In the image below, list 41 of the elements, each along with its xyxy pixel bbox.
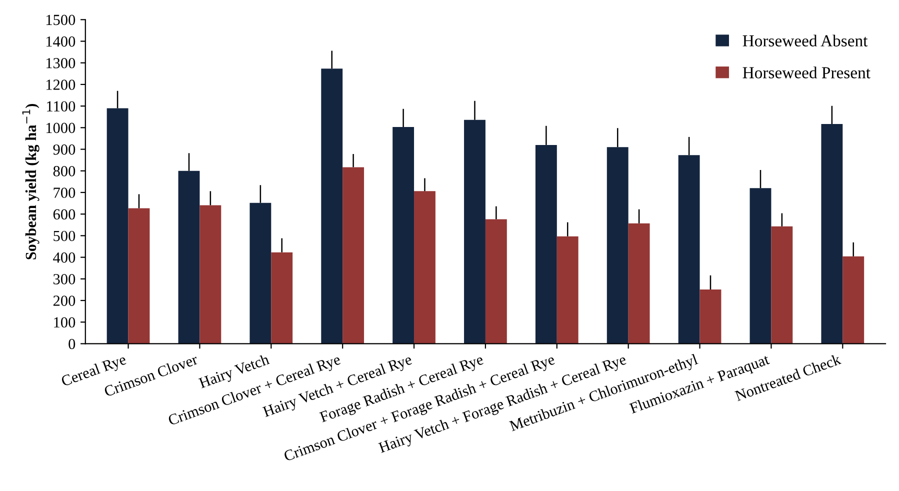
bar <box>464 120 486 344</box>
y-axis-title: Soybean yield (kg ha$^{−1}$) <box>22 104 40 260</box>
y-tick-label: 0 <box>68 338 76 350</box>
bar <box>556 236 578 344</box>
bar <box>342 167 364 344</box>
bar <box>414 191 436 344</box>
y-tick-label: 900 <box>53 144 76 155</box>
legend-label: Horseweed Absent <box>742 34 868 46</box>
bar <box>821 124 843 344</box>
bar <box>250 202 272 344</box>
bar <box>485 219 507 344</box>
y-tick-label: 600 <box>53 209 76 220</box>
legend-label: Horseweed Present <box>742 66 870 78</box>
y-tick-label: 500 <box>54 230 76 242</box>
bar <box>771 226 793 344</box>
bar <box>678 155 700 344</box>
y-tick-label: 200 <box>53 296 76 306</box>
bar <box>200 205 222 344</box>
y-tick-label: 800 <box>53 166 76 176</box>
y-tick-label: 100 <box>54 317 76 328</box>
bar <box>128 208 150 344</box>
y-tick-label: 1400 <box>46 36 76 47</box>
bar <box>606 147 628 344</box>
bar <box>628 223 650 344</box>
bar <box>750 188 772 344</box>
bar <box>842 256 864 344</box>
y-tick-label: 1300 <box>46 58 76 68</box>
y-tick-label: 1200 <box>46 80 76 90</box>
bar <box>535 144 557 344</box>
y-tick-label: 400 <box>53 252 76 263</box>
bar <box>106 108 128 344</box>
bar <box>392 127 414 344</box>
bar <box>271 252 293 344</box>
y-tick-label: 700 <box>54 188 76 198</box>
bar <box>178 170 200 344</box>
y-tick-label: 1000 <box>46 122 76 134</box>
bar <box>700 289 722 344</box>
bar <box>321 68 343 344</box>
y-tick-label: 300 <box>53 274 76 284</box>
y-tick-label: 1500 <box>46 14 76 26</box>
y-tick-label: 1100 <box>47 101 76 112</box>
